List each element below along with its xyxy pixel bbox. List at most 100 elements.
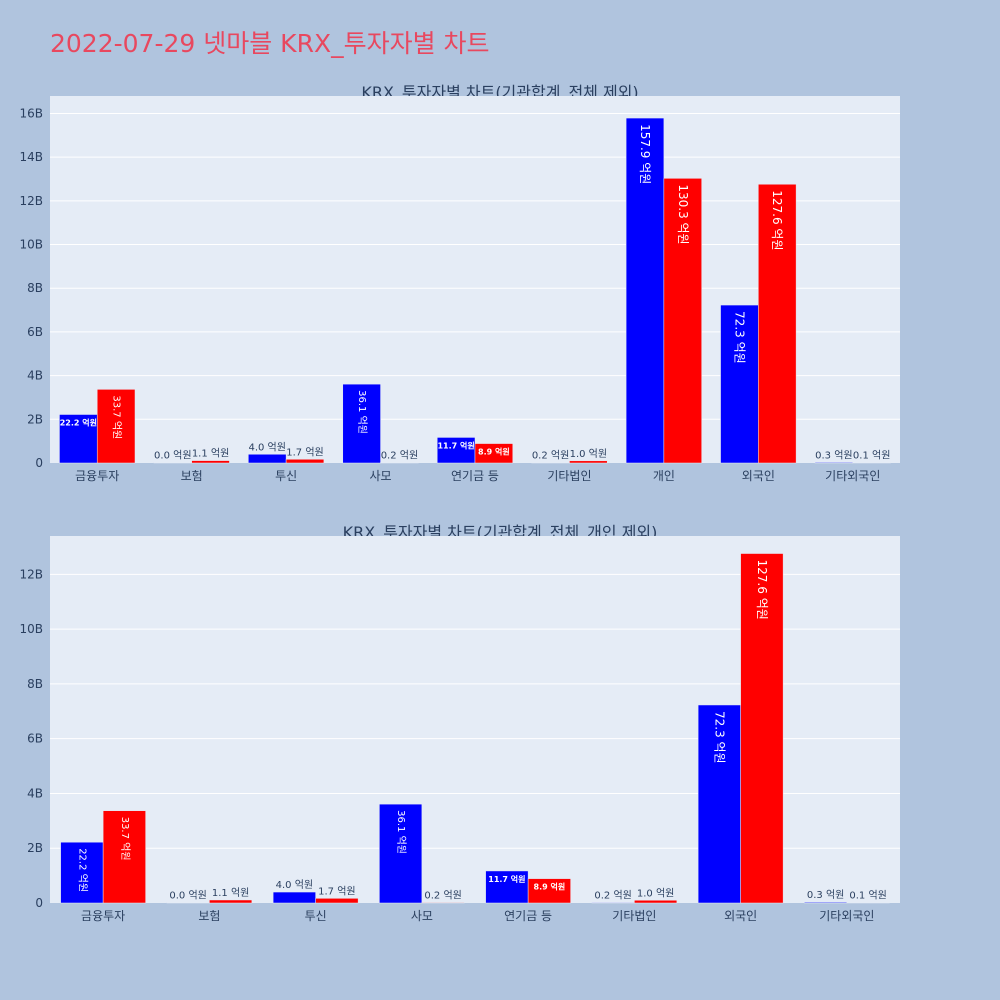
data-label: 11.7 억원	[437, 440, 474, 450]
y-tick-label: 4B	[27, 369, 43, 383]
sell-bar	[740, 553, 784, 904]
data-label: 8.9 억원	[478, 447, 510, 457]
buy-bar	[531, 462, 570, 464]
sell-bar	[846, 902, 890, 904]
sell-bar	[758, 184, 797, 464]
y-tick-label: 4B	[27, 786, 43, 800]
data-label: 0.0 억원	[154, 450, 191, 462]
data-label: 22.2 억원	[60, 418, 97, 428]
data-label: 33.7 억원	[111, 395, 123, 439]
y-tick-label: 10B	[19, 238, 43, 252]
data-label: 4.0 억원	[276, 879, 313, 891]
sell-bar	[474, 443, 514, 464]
sell-bar	[634, 900, 678, 904]
data-label: 0.0 억원	[169, 890, 206, 902]
data-label: 1.0 억원	[637, 887, 674, 899]
x-tick-label: 연기금 등	[451, 469, 499, 483]
sell-bar	[380, 462, 419, 464]
data-label: 127.6 억원	[770, 190, 784, 250]
data-label: 127.6 억원	[755, 560, 769, 620]
buy-bar	[166, 902, 210, 904]
sell-bar	[96, 389, 136, 464]
x-tick-label: 금융투자	[81, 909, 125, 923]
buy-bar	[248, 454, 287, 464]
x-tick-label: 투신	[305, 909, 327, 923]
y-tick-label: 16B	[19, 106, 43, 120]
x-tick-label: 기타법인	[612, 909, 656, 923]
data-label: 1.0 억원	[570, 448, 607, 460]
sell-bar	[285, 459, 325, 464]
y-tick-label: 8B	[27, 281, 43, 295]
data-label: 0.1 억원	[849, 890, 886, 902]
data-label: 4.0 억원	[248, 441, 285, 453]
buy-bar	[697, 704, 741, 904]
data-label: 0.2 억원	[424, 889, 461, 901]
sell-bar	[102, 810, 146, 904]
x-tick-label: 투신	[275, 469, 297, 483]
y-tick-label: 2B	[27, 841, 43, 855]
page-title: 2022-07-29 넷마블 KRX_투자자별 차트	[50, 29, 490, 58]
sell-bar	[191, 460, 230, 464]
sell-bar	[852, 462, 891, 464]
data-label: 0.2 억원	[594, 889, 631, 901]
y-tick-label: 6B	[27, 732, 43, 746]
sell-bar	[421, 902, 465, 904]
data-label: 157.9 억원	[638, 124, 652, 184]
y-tick-label: 14B	[19, 150, 43, 164]
buy-bar	[60, 841, 104, 904]
data-label: 0.2 억원	[381, 450, 418, 462]
data-label: 130.3 억원	[676, 184, 690, 244]
data-label: 11.7 억원	[488, 874, 525, 884]
data-label: 0.1 억원	[853, 450, 890, 462]
buy-bar	[720, 304, 759, 464]
x-tick-label: 보험	[181, 469, 203, 483]
data-label: 36.1 억원	[356, 390, 368, 434]
data-label: 72.3 억원	[732, 311, 746, 364]
chart-1: 0 2B 4B 6B 8B 10B 12B 14B 16B 금융투자 22.2 억원 33.7 억원보…	[19, 96, 900, 483]
data-label: 0.3 억원	[815, 449, 852, 461]
buy-bar	[379, 803, 423, 904]
buy-bar	[153, 462, 192, 464]
sell-bar	[569, 460, 608, 464]
buy-bar	[436, 437, 476, 464]
x-tick-label: 금융투자	[75, 469, 119, 483]
buy-bar	[804, 901, 848, 904]
x-tick-label: 기타외국인	[819, 909, 874, 923]
buy-bar	[485, 870, 529, 904]
buy-bar	[625, 117, 665, 464]
sell-bar	[663, 178, 702, 464]
buy-bar	[814, 462, 854, 464]
sell-bar	[209, 899, 253, 904]
data-label: 36.1 억원	[395, 810, 407, 854]
y-tick-label: 8B	[27, 677, 43, 691]
x-tick-label: 기타법인	[547, 469, 591, 483]
x-tick-label: 기타외국인	[825, 469, 880, 483]
data-label: 72.3 억원	[712, 711, 726, 764]
y-tick-label: 12B	[19, 567, 43, 581]
x-tick-label: 사모	[411, 909, 433, 923]
data-label: 1.1 억원	[212, 887, 249, 899]
y-tick-label: 12B	[19, 194, 43, 208]
data-label: 8.9 억원	[534, 882, 566, 892]
x-tick-label: 외국인	[724, 909, 757, 923]
buy-bar	[342, 383, 381, 464]
x-tick-label: 사모	[370, 469, 392, 483]
sell-bar	[527, 878, 571, 904]
buy-bar	[272, 891, 316, 904]
y-tick-label: 0	[35, 456, 43, 470]
x-tick-label: 보험	[198, 909, 220, 923]
y-tick-label: 10B	[19, 622, 43, 636]
data-label: 0.3 억원	[807, 889, 844, 901]
data-label: 1.7 억원	[286, 446, 323, 458]
data-label: 1.1 억원	[192, 448, 229, 460]
y-tick-label: 6B	[27, 325, 43, 339]
buy-bar	[591, 902, 635, 904]
data-label: 22.2 억원	[76, 848, 88, 892]
data-label: 1.7 억원	[318, 885, 355, 897]
y-tick-label: 2B	[27, 412, 43, 426]
x-tick-label: 연기금 등	[504, 909, 552, 923]
x-tick-label: 개인	[653, 469, 675, 483]
data-label: 33.7 억원	[119, 817, 131, 861]
data-label: 0.2 억원	[532, 450, 569, 462]
